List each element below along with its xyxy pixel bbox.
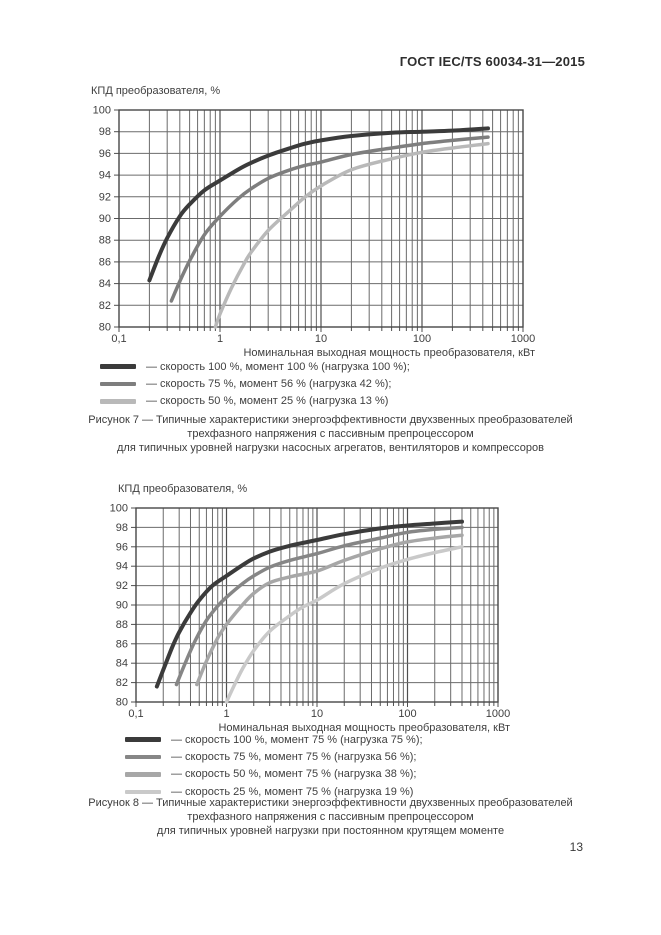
figure7-curve-3 bbox=[213, 141, 490, 329]
y-tick-label: 98 bbox=[116, 522, 128, 534]
x-tick-label: 1000 bbox=[486, 708, 510, 720]
x-tick-label: 1000 bbox=[511, 333, 535, 345]
figure7-y-axis-title: КПД преобразователя, % bbox=[91, 85, 221, 97]
y-tick-label: 82 bbox=[116, 677, 128, 689]
x-axis-label: Номинальная выходная мощность преобразов… bbox=[243, 347, 535, 359]
legend-line-swatch bbox=[125, 789, 161, 795]
y-tick-label: 96 bbox=[116, 541, 128, 553]
y-tick-label: 80 bbox=[116, 697, 128, 709]
legend-label: — скорость 50 %, момент 25 % (нагрузка 1… bbox=[146, 395, 389, 408]
caption-line: для типичных уровней нагрузки насосных а… bbox=[117, 441, 544, 454]
figure8-y-axis-title: КПД преобразователя, % bbox=[118, 483, 248, 495]
x-tick-label: 100 bbox=[398, 708, 416, 720]
x-tick-label: 0,1 bbox=[128, 708, 143, 720]
figure8-curve-3 bbox=[195, 533, 464, 687]
y-tick-label: 86 bbox=[99, 256, 111, 268]
y-tick-label: 94 bbox=[99, 170, 111, 182]
legend-line-swatch bbox=[125, 754, 161, 760]
legend-line-swatch bbox=[125, 737, 161, 743]
y-tick-label: 90 bbox=[116, 600, 128, 612]
x-tick-label: 1 bbox=[223, 708, 229, 720]
y-tick-label: 98 bbox=[99, 126, 111, 138]
y-tick-label: 82 bbox=[99, 300, 111, 312]
legend-line-swatch bbox=[100, 381, 136, 387]
y-tick-label: 86 bbox=[116, 638, 128, 650]
y-tick-label: 92 bbox=[99, 191, 111, 203]
x-tick-label: 100 bbox=[413, 333, 431, 345]
y-tick-label: 92 bbox=[116, 580, 128, 592]
legend-label: — скорость 100 %, момент 100 % (нагрузка… bbox=[146, 360, 410, 373]
page-number: 13 bbox=[569, 840, 583, 854]
plot-border bbox=[118, 109, 524, 328]
x-tick-label: 10 bbox=[311, 708, 323, 720]
caption-line: для типичных уровней нагрузки при постоя… bbox=[156, 824, 505, 837]
legend-item: — скорость 100 %, момент 75 % (нагрузка … bbox=[125, 731, 423, 748]
legend-line-swatch bbox=[100, 364, 136, 370]
caption-line: трехфазного напряжения с пассивным препр… bbox=[187, 810, 474, 823]
figure8-curve-4 bbox=[224, 545, 464, 704]
y-tick-label: 96 bbox=[99, 148, 111, 160]
figure7-curve-1 bbox=[147, 126, 490, 283]
legend-line-swatch bbox=[125, 772, 161, 777]
x-tick-label: 1 bbox=[217, 333, 223, 345]
caption-line: трехфазного напряжения с пассивным препр… bbox=[187, 427, 474, 440]
figure8-legend: — скорость 100 %, момент 75 % (нагрузка … bbox=[125, 731, 423, 801]
legend-item: — скорость 100 %, момент 100 % (нагрузка… bbox=[100, 358, 410, 375]
y-tick-label: 94 bbox=[116, 561, 128, 573]
caption-line: Рисунок 8 — Типичные характеристики энер… bbox=[88, 797, 573, 809]
y-tick-label: 84 bbox=[99, 278, 111, 290]
legend-item: — скорость 75 %, момент 75 % (нагрузка 5… bbox=[125, 748, 423, 765]
legend-label: — скорость 50 %, момент 75 % (нагрузка 3… bbox=[171, 768, 417, 781]
y-tick-label: 100 bbox=[93, 105, 111, 117]
legend-label: — скорость 75 %, момент 75 % (нагрузка 5… bbox=[171, 751, 417, 764]
figure8-curve-2 bbox=[174, 525, 464, 687]
legend-item: — скорость 50 %, момент 25 % (нагрузка 1… bbox=[100, 393, 410, 410]
figure7-caption: Рисунок 7 — Типичные характеристики энер… bbox=[0, 414, 661, 455]
x-tick-label: 10 bbox=[315, 333, 327, 345]
figure8-chart: 100 98 96 94 92 90 88 86 84 82 800,1 1 10 100 1000 Номи… bbox=[110, 503, 511, 735]
document-header: ГОСТ IEC/TS 60034-31—2015 bbox=[399, 54, 585, 69]
figure8-caption: Рисунок 8 — Типичные характеристики энер… bbox=[0, 797, 661, 838]
legend-item: — скорость 75 %, момент 56 % (нагрузка 4… bbox=[100, 375, 410, 392]
y-tick-label: 90 bbox=[99, 213, 111, 225]
figure7-legend: — скорость 100 %, момент 100 % (нагрузка… bbox=[100, 358, 410, 410]
y-tick-label: 88 bbox=[99, 235, 111, 247]
caption-line: Рисунок 7 — Типичные характеристики энер… bbox=[88, 414, 573, 426]
legend-item: — скорость 25 %, момент 75 % (нагрузка 1… bbox=[125, 783, 423, 800]
y-tick-label: 84 bbox=[116, 658, 128, 670]
legend-item: — скорость 50 %, момент 75 % (нагрузка 3… bbox=[125, 766, 423, 783]
legend-label: — скорость 75 %, момент 56 % (нагрузка 4… bbox=[146, 378, 392, 391]
legend-label: — скорость 25 %, момент 75 % (нагрузка 1… bbox=[171, 785, 414, 798]
y-tick-label: 100 bbox=[110, 503, 128, 515]
y-tick-label: 88 bbox=[116, 619, 128, 631]
legend-label: — скорость 100 %, момент 75 % (нагрузка … bbox=[171, 733, 423, 746]
figure7-curve-2 bbox=[169, 135, 490, 303]
y-tick-label: 80 bbox=[99, 322, 111, 334]
plot-border bbox=[135, 507, 499, 703]
figure7-chart: 100 98 96 94 92 90 88 86 84 82 800,1 1 10 100 1000 Номи… bbox=[93, 105, 536, 360]
axes: 100 98 96 94 92 90 88 86 84 82 800,1 1 10 100 1000 Номи… bbox=[110, 503, 511, 735]
x-axis-label: Номинальная выходная мощность преобразов… bbox=[218, 722, 510, 734]
figure8-curve-1 bbox=[154, 519, 464, 689]
x-tick-label: 0,1 bbox=[111, 333, 126, 345]
legend-line-swatch bbox=[100, 399, 136, 404]
